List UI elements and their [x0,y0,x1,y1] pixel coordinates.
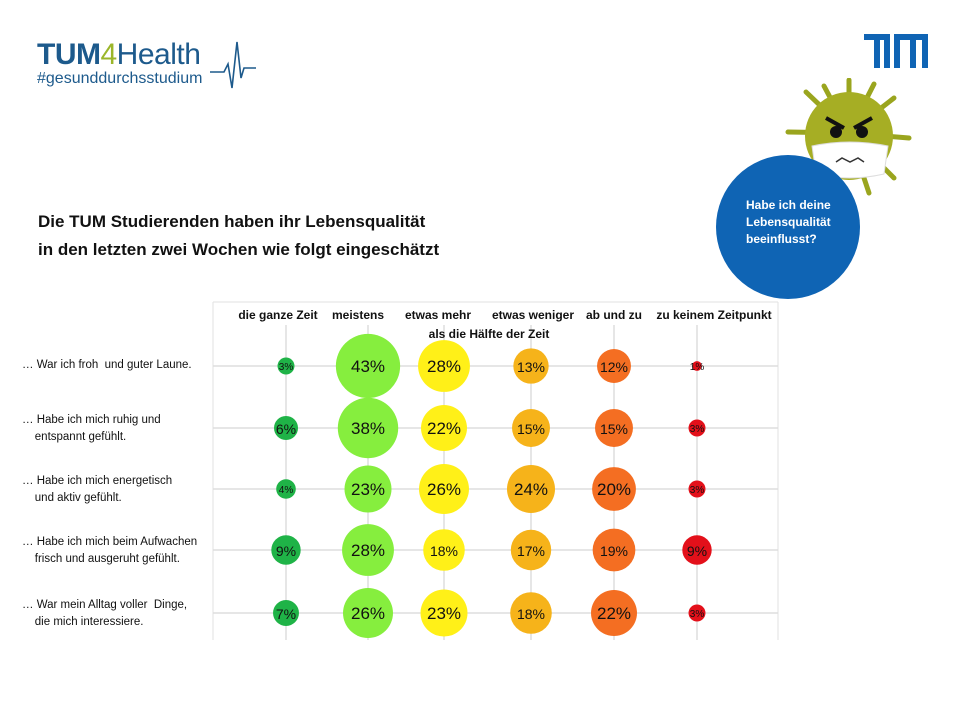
bubble-value-label: 1% [690,362,705,373]
virus-mascot-icon [785,78,912,196]
bubble-mark [510,592,552,634]
callout-line: Lebensqualität [746,215,831,229]
bubble-mark [512,409,550,447]
bubble-mark [418,340,470,392]
bubble-value-label: 20% [597,480,631,499]
row-label: … Habe ich mich energetisch und aktiv ge… [22,475,173,504]
heartbeat-icon [210,41,256,89]
bubble-mark [506,464,556,514]
bubble-value-label: 28% [427,357,461,376]
bubble-mark [419,464,469,514]
bubble-value-label: 43% [351,357,385,376]
column-header: etwas weniger [492,308,574,322]
bubble-value-label: 22% [427,419,461,438]
bubble-mark [688,419,706,437]
title-line-1: Die TUM Studierenden haben ihr Lebensqua… [38,212,426,231]
bubble-value-label: 15% [600,421,628,437]
bubble-value-label: 18% [430,543,458,559]
bubble-mark [597,349,631,383]
bubble-mark [271,535,301,565]
bubble-value-label: 6% [276,421,296,437]
bubble-value-label: 4% [279,485,294,496]
bubble-value-label: 13% [517,359,545,375]
column-header: die ganze Zeit [238,308,317,322]
bubble-value-label: 19% [600,543,628,559]
column-header: ab und zu [586,308,642,322]
callout-bubble: Habe ich deine Lebensqualität beeinfluss… [716,155,860,299]
bubble-mark [595,409,633,447]
bubble-mark [682,535,712,565]
bubble-mark [592,467,636,511]
slide-title: Die TUM Studierenden haben ihr Lebensqua… [38,208,439,264]
bubble-mark [273,600,299,626]
bubble-mark [423,529,465,571]
row-label: … War mein Alltag voller Dinge, die mich… [22,599,188,628]
logo-tagline: #gesunddurchsstudium [37,70,203,87]
bubble-mark [510,529,552,571]
row-label: … War ich froh und guter Laune. [22,359,192,371]
column-header-line2: als die Hälfte der Zeit [429,327,550,341]
logo-health: Health [116,38,201,71]
bubble-mark [592,528,636,572]
bubble-mark [688,604,706,622]
callout-line: Habe ich deine [746,198,831,212]
bubble-mark [692,361,702,371]
bubble-value-label: 23% [427,604,461,623]
bubble-mark [277,357,295,375]
bubble-value-label: 3% [690,485,705,496]
bubble-mark [344,465,392,513]
bubble-value-label: 7% [276,606,296,622]
bubble-value-label: 17% [517,543,545,559]
bubble-mark [421,405,467,451]
bubble-mark [343,588,393,638]
bubble-value-label: 38% [351,419,385,438]
bubble-value-label: 9% [687,543,707,559]
column-header: etwas mehr [405,308,471,322]
row-label: … Habe ich mich beim Aufwachen frisch un… [22,536,198,565]
title-line-2: in den letzten zwei Wochen wie folgt ein… [38,240,440,259]
bubble-value-label: 23% [351,480,385,499]
column-header: meistens [332,308,384,322]
bubble-value-label: 3% [690,609,705,620]
bubble-mark [342,524,394,576]
bubble-value-label: 24% [514,480,548,499]
bubble-mark [513,348,549,384]
tum4health-logo: TUM4Health #gesunddurchsstudium [37,40,202,88]
bubble-mark [276,479,296,499]
bubble-value-label: 15% [517,421,545,437]
bubble-value-label: 22% [597,604,631,623]
bubble-value-label: 18% [517,606,545,622]
bubble-mark [337,397,399,459]
bubble-mark [273,415,299,441]
bubble-value-label: 12% [600,359,628,375]
bubble-mark [688,480,706,498]
bubble-value-label: 28% [351,541,385,560]
bubble-value-label: 9% [276,543,296,559]
bubble-value-label: 26% [351,604,385,623]
bubble-value-label: 3% [690,424,705,435]
row-label: … Habe ich mich ruhig und entspannt gefü… [22,414,161,443]
bubble-mark [591,590,637,636]
logo-tum: TUM [37,38,101,71]
column-header: zu keinem Zeitpunkt [656,308,771,322]
bubble-mark [420,589,468,637]
bubble-mark [335,333,401,399]
callout-line: beeinflusst? [746,232,817,246]
logo-four: 4 [100,38,117,71]
bubble-value-label: 3% [279,362,294,373]
tum-logo [864,34,928,68]
bubble-value-label: 26% [427,480,461,499]
